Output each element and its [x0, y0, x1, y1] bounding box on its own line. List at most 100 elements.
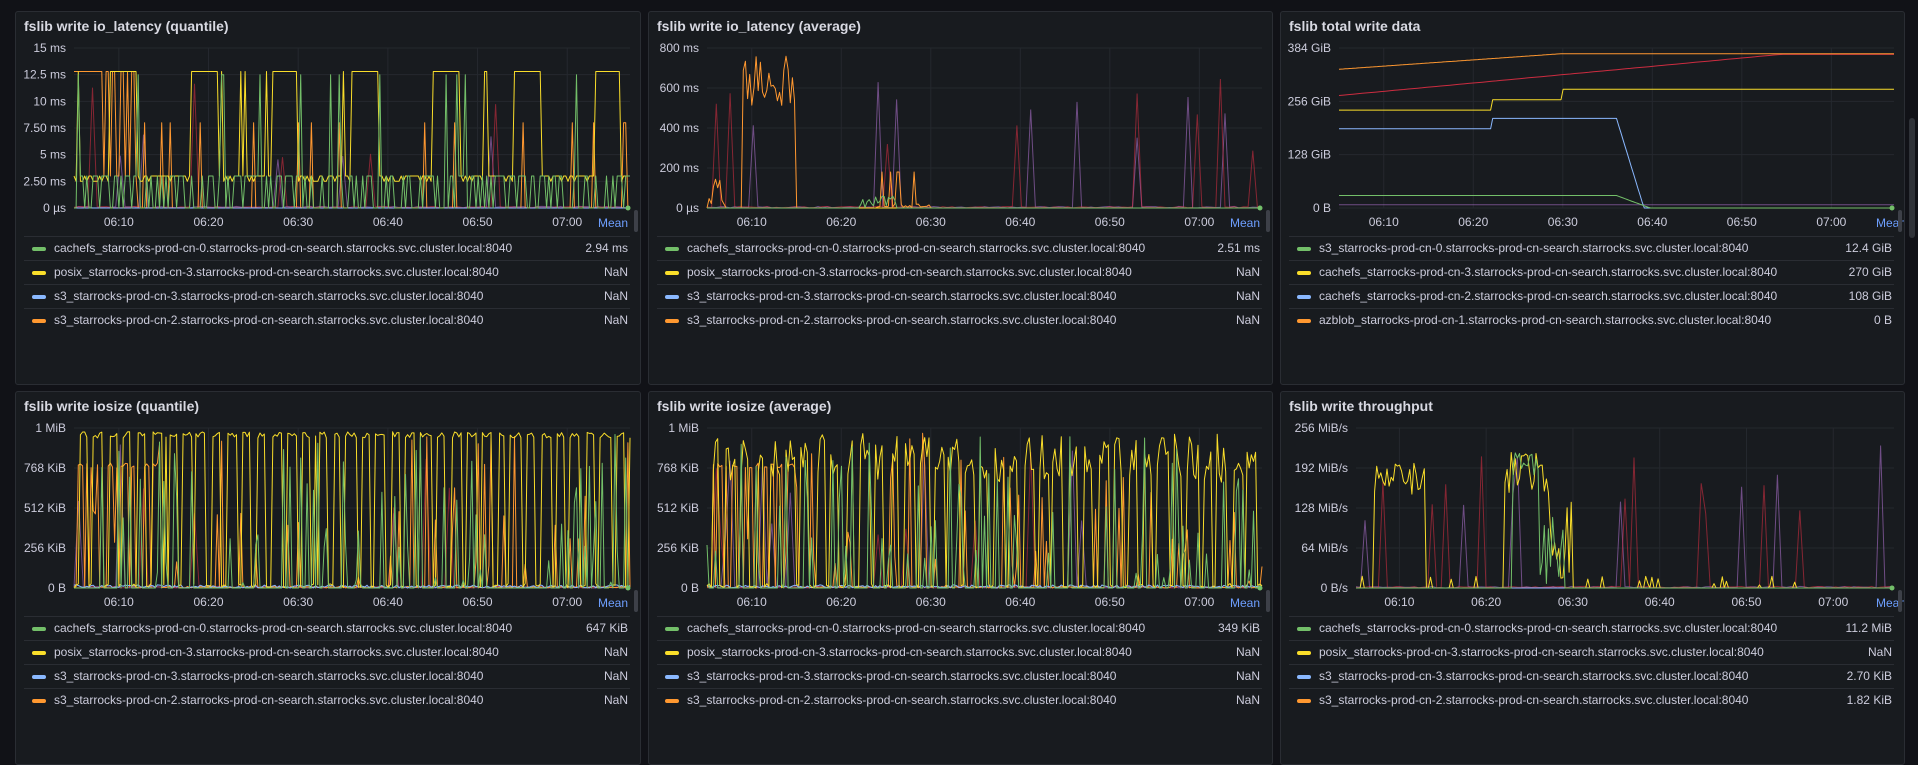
legend-item[interactable]: s3_starrocks-prod-cn-2.starrocks-prod-cn… [1289, 688, 1894, 712]
legend-item[interactable]: s3_starrocks-prod-cn-2.starrocks-prod-cn… [657, 688, 1262, 712]
series-line-4[interactable] [707, 432, 1263, 589]
legend-scrollbar[interactable] [1898, 210, 1902, 232]
legend-mean-header[interactable]: Mean [597, 216, 628, 230]
panel-4[interactable]: fslib write iosize (quantile) 0 B 256 KiB 5… [15, 391, 641, 765]
legend-item[interactable]: cachefs_starrocks-prod-cn-0.starrocks-pr… [24, 236, 630, 260]
legend-series-name[interactable]: posix_starrocks-prod-cn-3.starrocks-prod… [687, 265, 1132, 279]
legend-item[interactable]: azblob_starrocks-prod-cn-1.starrocks-pro… [1289, 308, 1894, 332]
series-line-2[interactable] [1339, 88, 1894, 111]
legend-mean-header[interactable]: Mean [1229, 596, 1260, 610]
legend-series-name[interactable]: posix_starrocks-prod-cn-3.starrocks-prod… [1319, 645, 1764, 659]
legend-item[interactable]: s3_starrocks-prod-cn-3.starrocks-prod-cn… [657, 284, 1262, 308]
series-line-3[interactable] [706, 584, 1263, 589]
time-series-chart[interactable]: 0 B/s 64 MiB/s 128 MiB/s 192 MiB/s 256 MiB/s… [1281, 420, 1904, 620]
panel-1[interactable]: fslib write io_latency (quantile) 0 µs 2.5… [15, 11, 641, 385]
series-line-1[interactable] [74, 74, 630, 209]
legend-series-name[interactable]: s3_starrocks-prod-cn-2.starrocks-prod-cn… [54, 693, 484, 707]
time-series-chart[interactable]: 0 B 128 GiB 256 GiB 384 GiB 06:10 06:20 06:30 0… [1281, 40, 1904, 240]
legend-mean-header[interactable]: Mean [1875, 216, 1905, 230]
legend-series-name[interactable]: posix_starrocks-prod-cn-3.starrocks-prod… [54, 645, 499, 659]
legend-series-name[interactable]: s3_starrocks-prod-cn-2.starrocks-prod-cn… [687, 313, 1117, 327]
legend-series-name[interactable]: cachefs_starrocks-prod-cn-0.starrocks-pr… [687, 621, 1146, 635]
series-line-2[interactable] [706, 433, 1263, 589]
legend-item[interactable]: s3_starrocks-prod-cn-2.starrocks-prod-cn… [24, 688, 630, 712]
series-line-4[interactable] [1338, 53, 1894, 70]
legend-item[interactable]: cachefs_starrocks-prod-cn-0.starrocks-pr… [657, 616, 1262, 640]
time-series-chart[interactable]: 0 µs 2.50 ms 5 ms 7.50 ms 10 ms 12.5 ms 15 ms 0… [16, 40, 640, 240]
panel-title[interactable]: fslib write iosize (average) [657, 398, 832, 414]
legend-series-name[interactable]: s3_starrocks-prod-cn-2.starrocks-prod-cn… [54, 313, 484, 327]
legend-scrollbar[interactable] [1266, 210, 1270, 232]
legend-series-name[interactable]: s3_starrocks-prod-cn-3.starrocks-prod-cn… [687, 669, 1117, 683]
legend-series-name[interactable]: s3_starrocks-prod-cn-3.starrocks-prod-cn… [1319, 669, 1749, 683]
panel-2[interactable]: fslib write io_latency (average) 0 µs 200 … [648, 11, 1273, 385]
legend-item[interactable]: s3_starrocks-prod-cn-3.starrocks-prod-cn… [1289, 664, 1894, 688]
legend-series-name[interactable]: s3_starrocks-prod-cn-0.starrocks-prod-cn… [1319, 241, 1749, 255]
legend-item[interactable]: cachefs_starrocks-prod-cn-3.starrocks-pr… [1289, 260, 1894, 284]
series-line-1[interactable] [706, 436, 1262, 589]
legend-series-name[interactable]: cachefs_starrocks-prod-cn-0.starrocks-pr… [687, 241, 1146, 255]
legend-scrollbar[interactable] [1266, 590, 1270, 612]
series-line-3[interactable] [1339, 117, 1894, 209]
series-line-4[interactable] [706, 55, 1262, 209]
series-line-extra[interactable] [1355, 456, 1895, 589]
legend-series-name[interactable]: cachefs_starrocks-prod-cn-0.starrocks-pr… [1319, 621, 1778, 635]
legend-item[interactable]: posix_starrocks-prod-cn-3.starrocks-prod… [657, 640, 1262, 664]
series-line-1[interactable] [1356, 452, 1894, 589]
legend-item[interactable]: s3_starrocks-prod-cn-3.starrocks-prod-cn… [24, 284, 630, 308]
time-series-chart[interactable]: 0 B 256 KiB 512 KiB 768 KiB 1 MiB 06:10 06:20 0… [649, 420, 1272, 620]
panel-5[interactable]: fslib write iosize (average) 0 B 256 KiB 51… [648, 391, 1273, 765]
series-line-1[interactable] [1339, 195, 1894, 209]
legend-series-name[interactable]: s3_starrocks-prod-cn-3.starrocks-prod-cn… [54, 289, 484, 303]
page-scrollbar[interactable] [1909, 118, 1915, 238]
time-series-chart[interactable]: 0 µs 200 ms 400 ms 600 ms 800 ms 06:10 06:20 06… [649, 40, 1272, 240]
legend-item[interactable]: s3_starrocks-prod-cn-3.starrocks-prod-cn… [657, 664, 1262, 688]
legend-item[interactable]: cachefs_starrocks-prod-cn-0.starrocks-pr… [657, 236, 1262, 260]
series-line-2[interactable] [73, 431, 631, 589]
legend-item[interactable]: cachefs_starrocks-prod-cn-0.starrocks-pr… [24, 616, 630, 640]
series-line-1[interactable] [707, 195, 1262, 209]
panel-3[interactable]: fslib total write data 0 B 128 GiB 256 GiB 3… [1280, 11, 1905, 385]
legend-item[interactable]: posix_starrocks-prod-cn-3.starrocks-prod… [657, 260, 1262, 284]
legend-scrollbar[interactable] [1898, 590, 1902, 612]
series-line-extra[interactable] [73, 83, 631, 209]
legend-series-name[interactable]: posix_starrocks-prod-cn-3.starrocks-prod… [687, 645, 1132, 659]
legend-series-name[interactable]: s3_starrocks-prod-cn-3.starrocks-prod-cn… [687, 289, 1117, 303]
legend-series-name[interactable]: azblob_starrocks-prod-cn-1.starrocks-pro… [1319, 313, 1772, 327]
legend-item[interactable]: posix_starrocks-prod-cn-3.starrocks-prod… [1289, 640, 1894, 664]
panel-title[interactable]: fslib write io_latency (average) [657, 18, 861, 34]
legend-mean-header[interactable]: Mean [597, 596, 628, 610]
panel-title[interactable]: fslib write throughput [1289, 398, 1433, 414]
panel-title[interactable]: fslib total write data [1289, 18, 1421, 34]
legend-item[interactable]: posix_starrocks-prod-cn-3.starrocks-prod… [24, 640, 630, 664]
panel-title[interactable]: fslib write iosize (quantile) [24, 398, 200, 414]
legend-item[interactable]: cachefs_starrocks-prod-cn-0.starrocks-pr… [1289, 616, 1894, 640]
legend-item[interactable]: posix_starrocks-prod-cn-3.starrocks-prod… [24, 260, 630, 284]
series-line-2[interactable] [73, 71, 630, 182]
time-series-chart[interactable]: 0 B 256 KiB 512 KiB 768 KiB 1 MiB 06:10 06:20 0… [16, 420, 640, 620]
panel-title[interactable]: fslib write io_latency (quantile) [24, 18, 229, 34]
legend-series-name[interactable]: s3_starrocks-prod-cn-3.starrocks-prod-cn… [54, 669, 484, 683]
legend-item[interactable]: s3_starrocks-prod-cn-3.starrocks-prod-cn… [24, 664, 630, 688]
legend-mean-header[interactable]: Mean [1875, 596, 1905, 610]
series-line-extra[interactable] [73, 134, 631, 209]
legend-item[interactable]: cachefs_starrocks-prod-cn-2.starrocks-pr… [1289, 284, 1894, 308]
series-line-extra[interactable] [1355, 445, 1895, 589]
legend-series-name[interactable]: posix_starrocks-prod-cn-3.starrocks-prod… [54, 265, 499, 279]
legend-item[interactable]: s3_starrocks-prod-cn-0.starrocks-prod-cn… [1289, 236, 1894, 260]
legend-scrollbar[interactable] [634, 210, 638, 232]
legend-item[interactable]: s3_starrocks-prod-cn-2.starrocks-prod-cn… [24, 308, 630, 332]
series-line-1[interactable] [74, 434, 630, 589]
legend-mean-header[interactable]: Mean [1229, 216, 1260, 230]
legend-series-name[interactable]: cachefs_starrocks-prod-cn-0.starrocks-pr… [54, 241, 513, 255]
legend-series-name[interactable]: cachefs_starrocks-prod-cn-0.starrocks-pr… [54, 621, 513, 635]
legend-series-name[interactable]: s3_starrocks-prod-cn-2.starrocks-prod-cn… [687, 693, 1117, 707]
series-line-extra[interactable] [1338, 53, 1894, 96]
legend-series-name[interactable]: s3_starrocks-prod-cn-2.starrocks-prod-cn… [1319, 693, 1749, 707]
legend-item[interactable]: s3_starrocks-prod-cn-2.starrocks-prod-cn… [657, 308, 1262, 332]
legend-series-name[interactable]: cachefs_starrocks-prod-cn-2.starrocks-pr… [1319, 289, 1778, 303]
legend-series-name[interactable]: cachefs_starrocks-prod-cn-3.starrocks-pr… [1319, 265, 1778, 279]
legend-scrollbar[interactable] [634, 590, 638, 612]
panel-6[interactable]: fslib write throughput 0 B/s 64 MiB/s 128 M… [1280, 391, 1905, 765]
series-line-2[interactable] [1356, 452, 1894, 589]
